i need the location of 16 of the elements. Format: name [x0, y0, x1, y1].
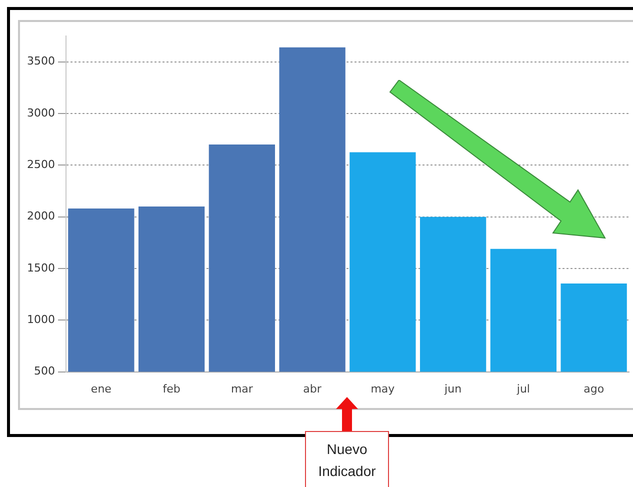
x-tick-label: mar: [230, 382, 254, 396]
y-tick-label: 1500: [26, 261, 55, 274]
x-tick-label: ago: [584, 382, 604, 396]
x-tick-label: feb: [162, 382, 180, 396]
x-tick-label: jun: [444, 382, 462, 396]
y-tick-label: 2000: [26, 210, 55, 223]
x-tick-label: may: [370, 382, 396, 396]
y-tick-label: 1000: [26, 313, 55, 326]
y-tick-label: 3500: [26, 54, 55, 68]
text: Nuevo Indicador: [305, 431, 389, 487]
y-tick-label: 3000: [26, 106, 55, 120]
x-tick-label: ene: [90, 382, 112, 396]
x-tick-label: jul: [516, 382, 530, 396]
x-tick-label: abr: [303, 382, 322, 396]
y-tick-label: 500: [34, 364, 55, 378]
y-tick-label: 2500: [26, 158, 55, 172]
